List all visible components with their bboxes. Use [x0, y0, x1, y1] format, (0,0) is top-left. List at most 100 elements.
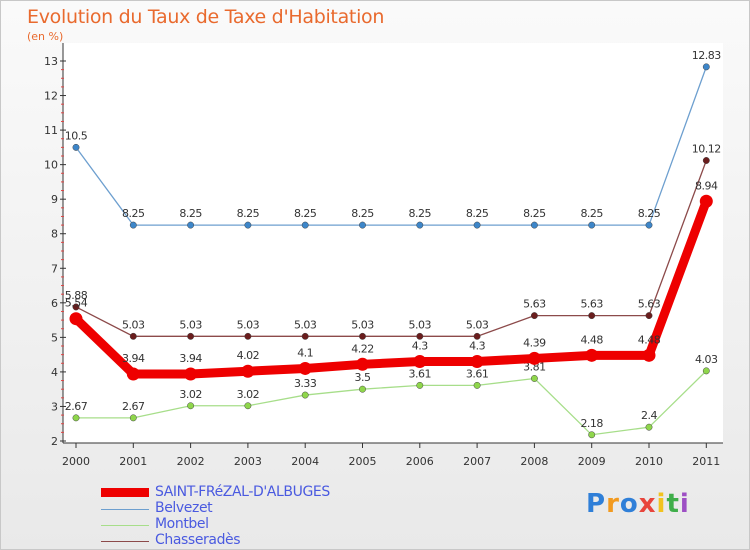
- data-label: 5.03: [466, 318, 489, 331]
- legend-label: SAINT-FRéZAL-D'ALBUGES: [155, 484, 330, 500]
- logo-letter: P: [586, 489, 607, 519]
- y-tick-label: 3: [51, 400, 58, 413]
- data-point: [244, 402, 252, 410]
- data-point: [72, 414, 80, 422]
- legend-label: Montbel: [155, 516, 209, 532]
- data-point: [416, 332, 424, 340]
- data-label: 2.4: [641, 409, 657, 422]
- x-tick-label: 2007: [463, 455, 491, 468]
- data-point: [473, 221, 481, 229]
- y-tick-label: 7: [51, 262, 58, 275]
- data-point: [301, 391, 309, 399]
- data-label: 4.22: [351, 342, 374, 355]
- legend-swatch: [101, 541, 149, 542]
- data-point: [69, 312, 83, 326]
- series-line: [75, 66, 707, 226]
- data-label: 3.94: [122, 352, 145, 365]
- data-point: [530, 375, 538, 382]
- data-label: 3.02: [237, 388, 260, 401]
- y-tick-label: 2: [51, 435, 58, 448]
- data-point: [416, 221, 424, 229]
- data-label: 3.81: [523, 360, 546, 373]
- proxiti-logo: Proxiti: [586, 489, 690, 519]
- data-label: 4.02: [237, 349, 260, 362]
- data-point: [473, 332, 481, 340]
- data-label: 5.03: [237, 318, 260, 331]
- data-label: 5.63: [580, 298, 603, 311]
- data-point: [298, 361, 312, 375]
- data-label: 10.12: [692, 142, 721, 155]
- chart-title: Evolution du Taux de Taxe d'Habitation: [27, 6, 385, 28]
- data-point: [301, 332, 309, 340]
- x-tick-label: 2000: [62, 455, 90, 468]
- y-tick-label: 13: [44, 55, 58, 68]
- y-tick-label: 12: [44, 90, 58, 103]
- logo-letter: i: [656, 489, 667, 519]
- data-point: [470, 355, 484, 369]
- data-label: 8.25: [179, 207, 202, 220]
- data-label: 4.48: [580, 333, 603, 346]
- data-point: [244, 221, 252, 229]
- x-tick-label: 2009: [578, 455, 606, 468]
- legend-swatch: [101, 525, 149, 526]
- logo-letter: i: [679, 489, 690, 519]
- data-point: [187, 332, 195, 340]
- data-label: 2.67: [122, 400, 145, 413]
- data-label: 4.03: [695, 353, 718, 366]
- data-point: [585, 348, 599, 362]
- data-label: 8.25: [351, 207, 374, 220]
- y-tick-label: 6: [51, 297, 58, 310]
- data-point: [129, 332, 137, 340]
- data-point: [241, 364, 255, 378]
- data-label: 3.61: [409, 367, 432, 380]
- x-tick-label: 2001: [119, 455, 147, 468]
- data-point: [645, 221, 653, 229]
- data-point: [588, 312, 596, 320]
- y-tick-label: 11: [44, 124, 58, 137]
- data-label: 10.5: [65, 129, 88, 142]
- data-point: [699, 194, 713, 208]
- logo-letter: t: [666, 489, 680, 519]
- data-label: 5.03: [179, 318, 202, 331]
- data-point: [184, 367, 198, 381]
- data-point: [702, 367, 710, 375]
- data-label: 8.25: [580, 207, 603, 220]
- logo-letter: r: [606, 489, 620, 519]
- data-label: 8.25: [523, 207, 546, 220]
- data-label: 8.94: [695, 179, 718, 192]
- legend-swatch: [101, 509, 149, 510]
- data-point: [530, 312, 538, 320]
- y-tick-label: 9: [51, 193, 58, 206]
- x-tick-label: 2004: [291, 455, 319, 468]
- data-label: 3.5: [355, 371, 371, 384]
- data-point: [702, 63, 710, 71]
- data-point: [359, 385, 366, 393]
- data-point: [413, 355, 427, 369]
- data-point: [473, 381, 481, 389]
- y-tick-label: 8: [51, 228, 58, 241]
- data-label: 5.03: [294, 318, 317, 331]
- y-tick-label: 5: [51, 331, 58, 344]
- data-label: 5.63: [523, 298, 546, 311]
- data-point: [187, 402, 195, 410]
- data-point: [72, 143, 80, 151]
- data-point: [645, 423, 653, 431]
- y-tick-label: 10: [44, 159, 58, 172]
- series-line: [75, 370, 707, 436]
- data-label: 5.63: [638, 298, 661, 311]
- series-line: [71, 196, 711, 379]
- data-label: 8.25: [122, 207, 145, 220]
- data-point: [645, 312, 653, 320]
- plot-background: [63, 43, 723, 443]
- x-tick-label: 2011: [692, 455, 720, 468]
- legend-swatch: [101, 488, 149, 497]
- data-label: 12.83: [692, 49, 721, 62]
- data-label: 2.67: [65, 400, 88, 413]
- data-point: [301, 221, 309, 229]
- data-label: 4.3: [469, 340, 485, 353]
- data-label: 5.03: [351, 318, 374, 331]
- data-point: [356, 357, 369, 371]
- data-label: 8.25: [409, 207, 432, 220]
- x-tick-label: 2008: [520, 455, 548, 468]
